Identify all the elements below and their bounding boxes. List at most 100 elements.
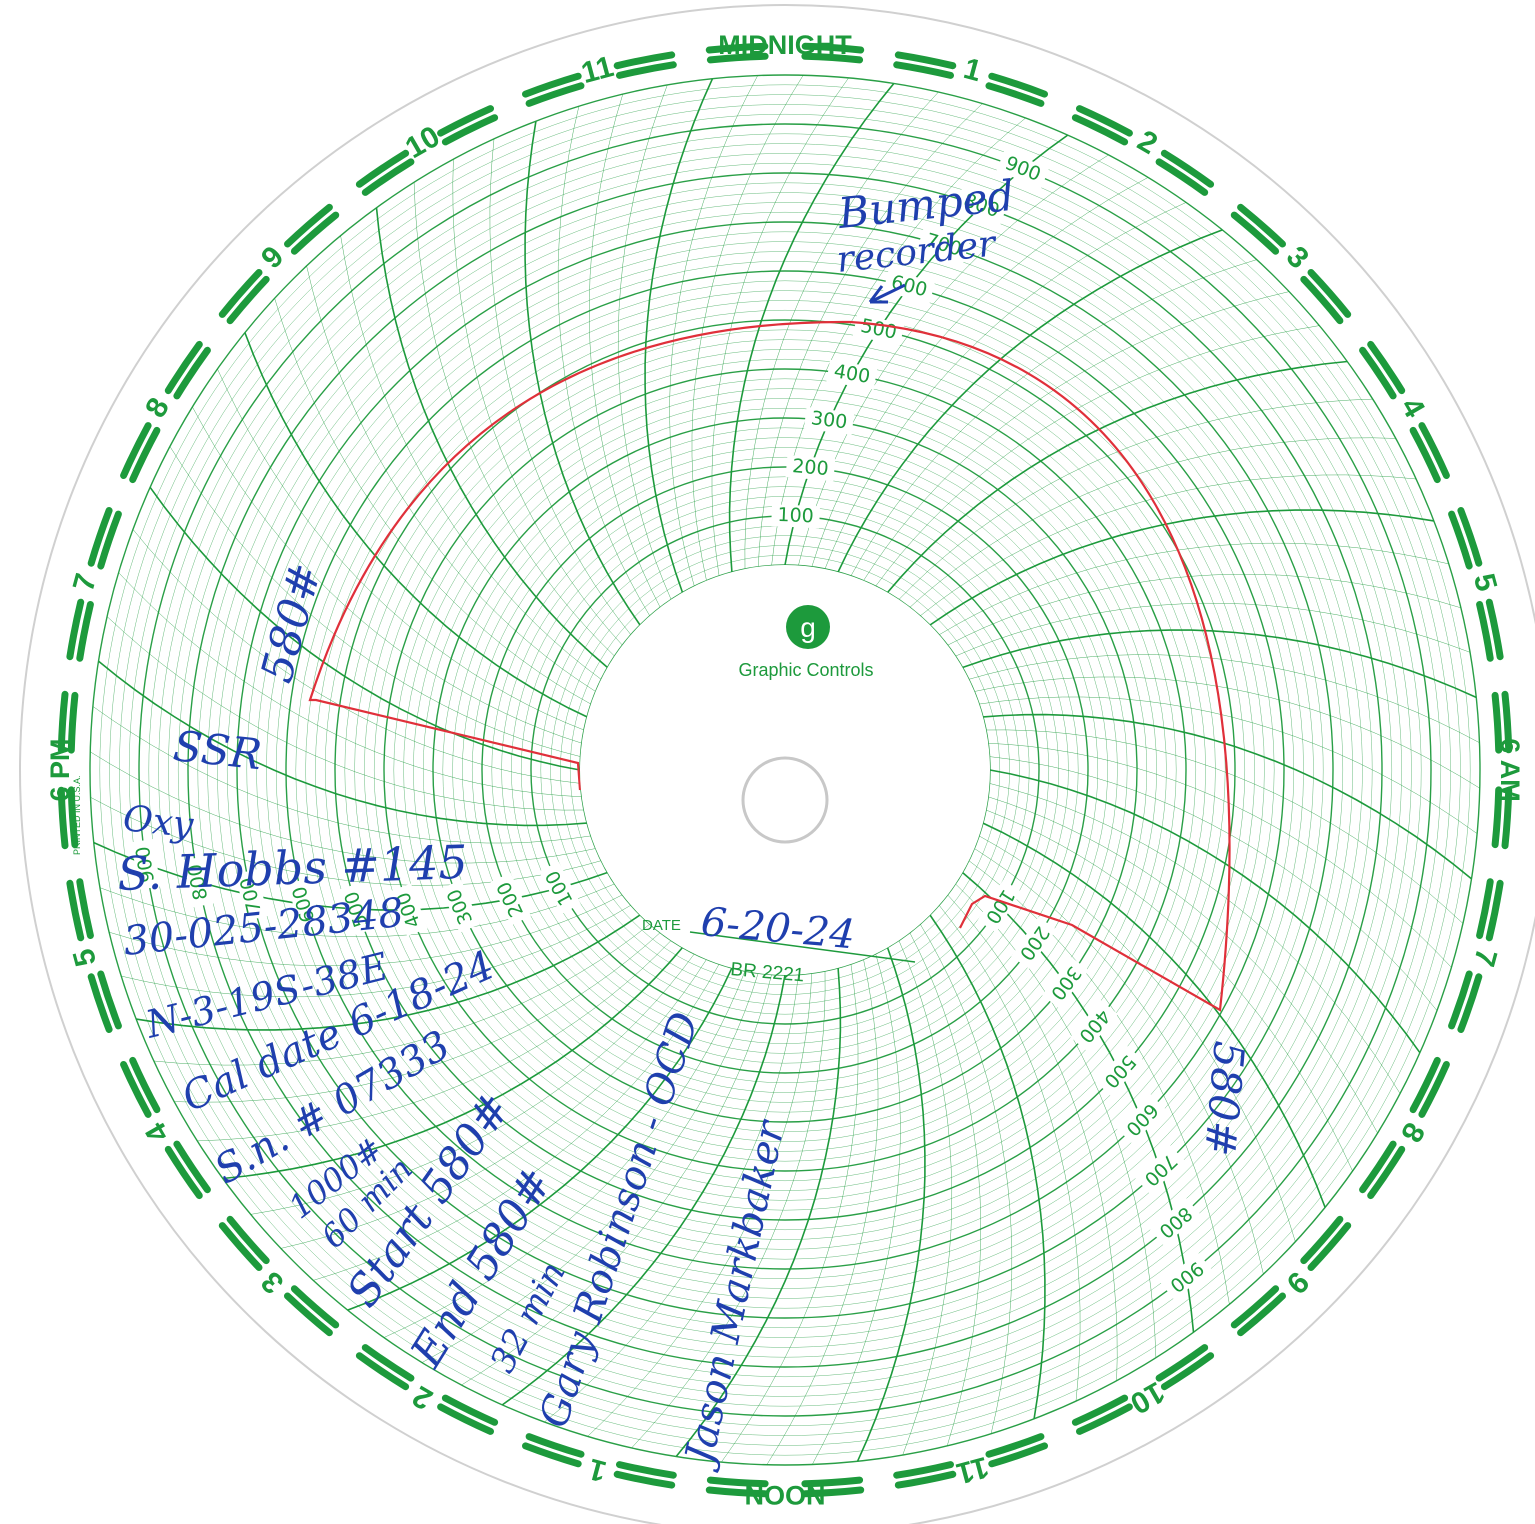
scale-label-bg xyxy=(1116,1094,1167,1144)
grid-time-arc xyxy=(766,959,879,1465)
hour-band-segment xyxy=(1076,105,1133,137)
grid-time-arc xyxy=(909,932,981,1446)
grid-time-arc xyxy=(691,75,804,581)
grid-time-arc xyxy=(452,159,623,646)
hour-band-segment xyxy=(290,211,340,255)
grid-time-arc xyxy=(250,953,695,1215)
grid-ring xyxy=(177,162,1393,1378)
scale-label-bg xyxy=(785,455,836,482)
note-well-name: S. Hobbs #145 xyxy=(116,835,468,901)
grid-ring xyxy=(305,290,1265,1250)
scale-label-bg xyxy=(390,883,428,937)
grid-time-arc xyxy=(669,75,758,587)
grid-time-arc xyxy=(280,959,707,1249)
grid-ring xyxy=(266,251,1304,1289)
hour-band-segment xyxy=(355,1352,410,1391)
grid-ring xyxy=(128,113,1442,1427)
hour-band-segment xyxy=(1491,786,1503,849)
hour-band-segment xyxy=(57,690,69,754)
grid-time-arc xyxy=(274,298,592,705)
hour-band-segment xyxy=(1485,598,1504,661)
hour-band-segment xyxy=(985,1433,1045,1458)
grid-time-arc xyxy=(192,406,582,744)
hour-band-segment xyxy=(705,1486,769,1498)
grid-ring xyxy=(569,554,1001,986)
hour-band-segment xyxy=(226,1215,270,1265)
grid-time-arc xyxy=(313,963,720,1281)
hour-band-segment xyxy=(66,879,85,942)
scale-label-bg xyxy=(955,187,1008,225)
grid-time-arc xyxy=(947,574,1461,646)
hour-band-segment xyxy=(616,1461,677,1479)
grid-time-arc xyxy=(98,660,588,827)
hour-band-segment xyxy=(129,426,161,484)
hour-band-segment xyxy=(164,1145,203,1200)
hour-band-segment xyxy=(76,601,94,662)
grid-time-arc xyxy=(920,474,1417,617)
grid-time-arc xyxy=(589,94,661,608)
grid-time-arc xyxy=(169,446,581,757)
hour-band-segment xyxy=(988,72,1048,98)
hour-band-segment xyxy=(613,51,676,70)
grid-ring xyxy=(226,211,1344,1329)
hour-band-segment xyxy=(164,340,203,395)
grid-time-arc xyxy=(631,971,826,1449)
hour-band-segment xyxy=(705,42,769,54)
hour-band-segment xyxy=(1457,507,1483,567)
grid-ring xyxy=(403,388,1167,1152)
scale-label-bg xyxy=(977,879,1022,933)
grid-time-arc xyxy=(929,914,1046,1419)
scale-label-bg xyxy=(996,150,1050,189)
grid-time-arc xyxy=(711,77,849,576)
hour-band-segment xyxy=(1501,786,1513,850)
hour-band-segment xyxy=(76,878,94,939)
hour-band-segment xyxy=(1491,691,1503,754)
grid-time-arc xyxy=(136,914,641,1031)
hour-band-segment xyxy=(616,61,677,79)
hour-band-segment xyxy=(441,114,499,146)
grid-ring xyxy=(393,378,1177,1162)
grid-time-arc xyxy=(375,207,609,669)
grid-time-arc xyxy=(968,654,1480,743)
grid-ring xyxy=(109,94,1461,1446)
arrow-icon xyxy=(868,283,906,304)
hour-label: 6 AM xyxy=(1495,738,1525,802)
hour-band-segment xyxy=(1418,422,1450,479)
hour-band-segment xyxy=(893,1461,954,1479)
grid-ring xyxy=(383,368,1187,1172)
hour-band-segment xyxy=(522,1442,582,1468)
note-well-code: SSR xyxy=(171,721,264,779)
grid-ring xyxy=(217,202,1353,1338)
grid-ring xyxy=(373,358,1197,1182)
grid-ring xyxy=(364,349,1206,1191)
grid-ring xyxy=(501,486,1069,1054)
graphic-controls-logo xyxy=(786,605,830,649)
hour-band-segment xyxy=(801,52,864,64)
grid-time-arc xyxy=(988,796,1378,1134)
hour-band-segment xyxy=(706,1476,769,1488)
hour-band-segment xyxy=(801,1486,865,1498)
hour-band-segment xyxy=(1160,1352,1215,1391)
grid-time-arc xyxy=(92,706,591,844)
grid-time-arc xyxy=(728,83,895,573)
scale-label-bg xyxy=(1095,1045,1144,1097)
grid-ring xyxy=(168,153,1402,1387)
grid-time-arc xyxy=(421,973,759,1363)
hour-band-segment xyxy=(218,269,263,318)
pressure-trace xyxy=(308,320,1231,1012)
grid-time-arc xyxy=(886,360,1348,594)
hour-label: 6 PM xyxy=(45,738,75,801)
hour-band-segment xyxy=(1476,601,1494,662)
grid-time-arc xyxy=(875,325,1320,587)
hour-band-segment xyxy=(522,72,582,98)
hour-band-segment xyxy=(218,1222,263,1271)
grid-ring xyxy=(413,398,1157,1142)
hour-band-segment xyxy=(57,786,69,850)
center-hole xyxy=(741,756,829,844)
grid-time-arc xyxy=(986,729,1464,924)
grid-time-arc xyxy=(90,797,602,886)
hour-band-segment xyxy=(1367,340,1406,395)
grid-ring xyxy=(324,309,1246,1231)
grid-time-arc xyxy=(982,713,1472,880)
grid-time-arc xyxy=(587,973,813,1437)
